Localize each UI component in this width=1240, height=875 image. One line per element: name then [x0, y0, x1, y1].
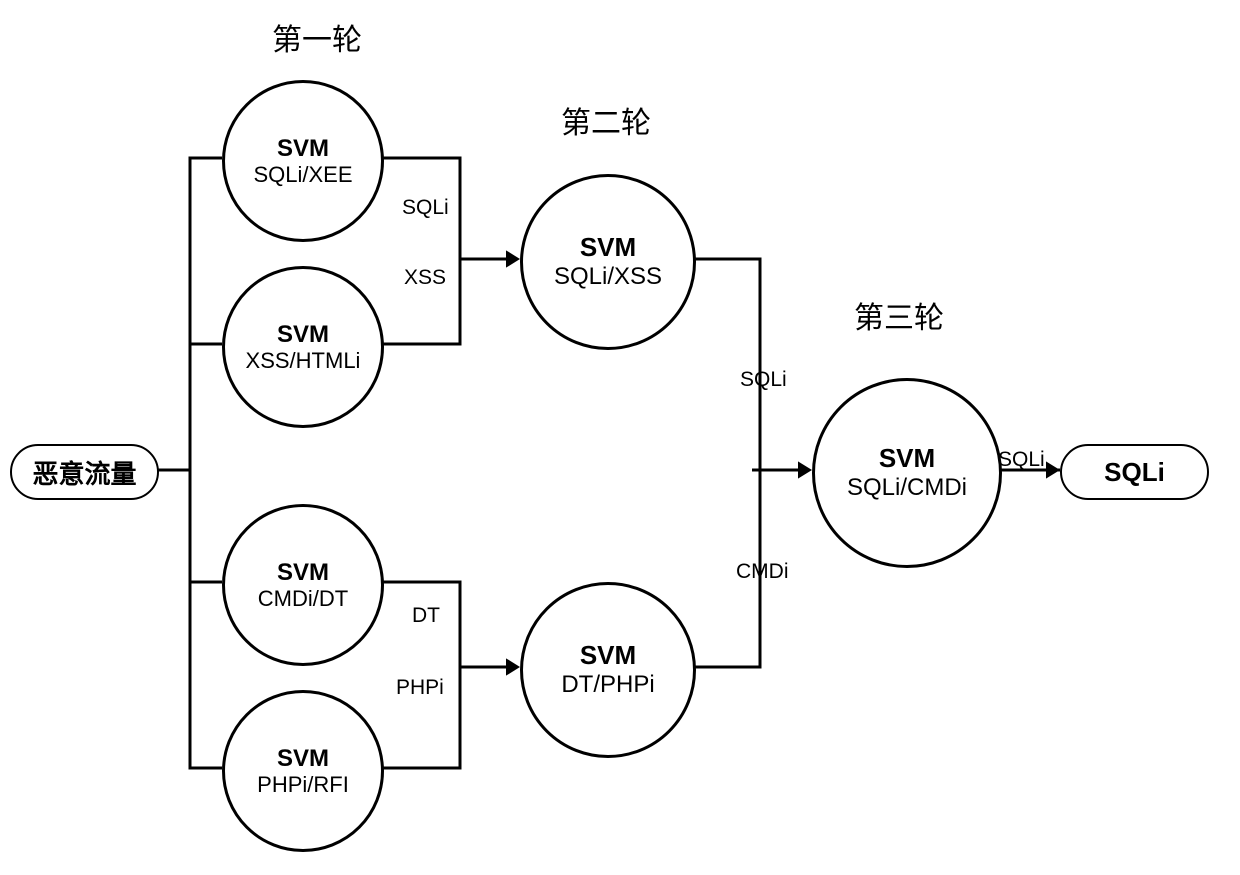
svm-node-r1n1: SVMSQLi/XEE [222, 80, 384, 242]
svm-node-r2n2: SVMDT/PHPi [520, 582, 696, 758]
svm-label: SVM [580, 641, 636, 671]
svm-tournament-diagram: 第一轮第二轮第三轮恶意流量SQLiSVMSQLi/XEESVMXSS/HTMLi… [0, 0, 1240, 875]
arrowhead-icon [1046, 461, 1060, 478]
edge-label: DT [412, 604, 440, 628]
arrowhead-icon [506, 658, 520, 675]
svm-node-r1n2: SVMXSS/HTMLi [222, 266, 384, 428]
svm-node-r2n1: SVMSQLi/XSS [520, 174, 696, 350]
svm-node-r3n1: SVMSQLi/CMDi [812, 378, 1002, 568]
edge-label: SQLi [998, 448, 1045, 472]
svm-sublabel: XSS/HTMLi [246, 348, 361, 373]
edge-label: CMDi [736, 560, 789, 584]
round-title: 第二轮 [561, 98, 651, 142]
svm-sublabel: CMDi/DT [258, 586, 348, 611]
edge-path [690, 259, 760, 470]
edge-path [190, 470, 222, 582]
edge-path [190, 344, 222, 470]
edge-path [190, 158, 222, 470]
svm-label: SVM [277, 745, 329, 773]
round-title: 第三轮 [854, 293, 944, 337]
arrowhead-icon [798, 461, 812, 478]
svm-label: SVM [277, 559, 329, 587]
result-node: SQLi [1060, 444, 1209, 500]
svm-sublabel: PHPi/RFI [257, 772, 349, 797]
source-node: 恶意流量 [10, 444, 159, 500]
edge-label: XSS [404, 266, 446, 290]
svm-node-r1n3: SVMCMDi/DT [222, 504, 384, 666]
round-title: 第一轮 [272, 15, 362, 59]
edge-label: SQLi [740, 368, 787, 392]
edge-path [190, 470, 222, 768]
svm-label: SVM [277, 135, 329, 163]
svm-label: SVM [580, 233, 636, 263]
svm-sublabel: SQLi/XSS [554, 263, 662, 291]
svm-node-r1n4: SVMPHPi/RFI [222, 690, 384, 852]
svm-label: SVM [277, 321, 329, 349]
svm-sublabel: SQLi/CMDi [847, 474, 967, 502]
edge-label: PHPi [396, 676, 444, 700]
arrowhead-icon [506, 250, 520, 267]
edge-label: SQLi [402, 196, 449, 220]
svm-label: SVM [879, 444, 935, 474]
svm-sublabel: DT/PHPi [561, 671, 654, 699]
svm-sublabel: SQLi/XEE [253, 162, 352, 187]
